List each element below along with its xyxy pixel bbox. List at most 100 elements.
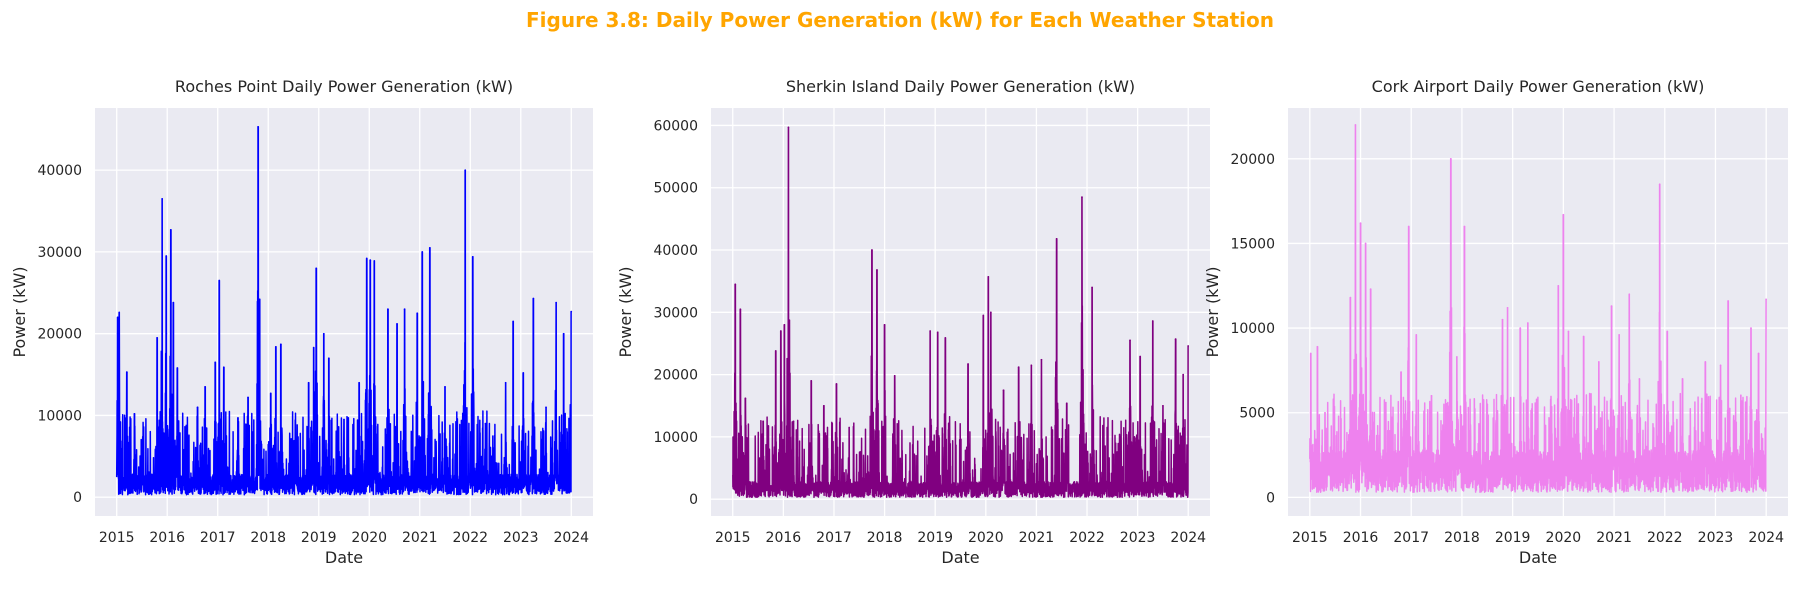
data-point	[929, 330, 931, 332]
data-point	[444, 386, 446, 388]
data-point	[762, 420, 764, 423]
data-point	[176, 367, 179, 369]
data-point	[1562, 213, 1565, 216]
data-point	[739, 308, 742, 310]
y-tick-label: 20000	[1230, 152, 1275, 168]
data-point	[1486, 403, 1489, 406]
x-axis-label: Date	[1519, 548, 1557, 567]
data-point	[1040, 358, 1043, 361]
data-point	[555, 301, 557, 304]
data-point	[161, 197, 163, 200]
data-point	[570, 310, 573, 313]
data-point	[1582, 335, 1585, 338]
data-point	[1463, 225, 1466, 228]
data-point	[1628, 293, 1631, 296]
data-point	[1506, 306, 1509, 309]
data-point	[1349, 296, 1352, 299]
data-point	[464, 169, 467, 171]
data-point	[792, 420, 795, 423]
x-axis-label: Date	[325, 548, 363, 567]
data-point	[1324, 411, 1326, 414]
x-tick-label: 2021	[1019, 530, 1055, 546]
data-point	[1187, 345, 1190, 347]
x-tick-label: 2022	[1069, 530, 1105, 546]
x-tick-label: 2018	[250, 530, 286, 546]
data-point	[1557, 284, 1560, 287]
data-point	[1501, 318, 1504, 321]
data-point	[987, 276, 990, 278]
data-point	[990, 311, 992, 314]
data-point	[522, 372, 525, 374]
data-point	[247, 396, 249, 399]
y-tick-label: 30000	[37, 245, 82, 261]
data-point	[893, 375, 896, 377]
data-point	[1364, 242, 1367, 245]
data-point	[165, 255, 168, 257]
data-point	[169, 229, 172, 231]
data-point	[783, 323, 786, 326]
data-point	[1400, 371, 1402, 373]
data-point	[1030, 364, 1033, 367]
y-tick-label: 10000	[1230, 321, 1275, 337]
data-point	[1106, 426, 1109, 429]
data-point	[1369, 288, 1372, 290]
x-tick-label: 2017	[1393, 530, 1429, 546]
data-point	[258, 298, 261, 301]
x-tick-label: 2023	[1120, 530, 1156, 546]
y-tick-label: 5000	[1239, 406, 1275, 422]
data-point	[774, 350, 777, 352]
data-point	[1610, 305, 1613, 307]
data-point	[876, 269, 878, 271]
x-tick-label: 2020	[968, 530, 1004, 546]
data-point	[429, 247, 431, 249]
chart-title: Cork Airport Daily Power Generation (kW)	[1372, 77, 1705, 96]
data-point	[823, 404, 825, 407]
y-tick-label: 0	[689, 492, 698, 508]
data-point	[1765, 298, 1767, 301]
y-tick-label: 40000	[37, 163, 82, 179]
data-point	[1598, 361, 1600, 363]
data-point	[1704, 361, 1707, 363]
x-tick-label: 2016	[149, 530, 185, 546]
data-point	[1129, 339, 1131, 342]
data-point	[780, 330, 782, 332]
data-point	[1310, 352, 1312, 355]
x-tick-label: 2019	[301, 530, 337, 546]
data-point	[835, 383, 838, 385]
x-tick-label: 2018	[1444, 530, 1480, 546]
data-point	[204, 386, 206, 388]
x-tick-label: 2017	[816, 530, 852, 546]
data-point	[1055, 238, 1058, 240]
data-point	[307, 381, 310, 384]
data-point	[365, 257, 368, 260]
data-point	[387, 308, 389, 310]
data-point	[237, 417, 239, 419]
data-point	[269, 392, 272, 395]
x-tick-label: 2022	[1647, 530, 1683, 546]
y-tick-label: 10000	[37, 408, 82, 424]
data-point	[1316, 345, 1319, 348]
data-point	[545, 406, 547, 409]
data-point	[116, 316, 119, 319]
data-point	[196, 406, 199, 409]
x-tick-label: 2024	[553, 530, 589, 546]
data-point	[1519, 327, 1522, 329]
data-point	[1681, 378, 1684, 380]
y-tick-label: 10000	[653, 430, 698, 446]
y-tick-label: 30000	[653, 305, 698, 321]
data-point	[214, 361, 217, 364]
data-point	[1174, 338, 1177, 340]
data-point	[1719, 364, 1722, 367]
y-tick-label: 0	[1266, 490, 1275, 506]
data-point	[471, 256, 474, 258]
data-point	[396, 323, 398, 325]
data-point	[1162, 404, 1164, 407]
data-point	[257, 126, 259, 128]
y-axis-label: Power (kW)	[1203, 266, 1222, 357]
x-tick-label: 2024	[1748, 530, 1784, 546]
x-tick-label: 2020	[351, 530, 387, 546]
data-point	[1152, 320, 1154, 322]
chart-title: Sherkin Island Daily Power Generation (k…	[786, 77, 1135, 96]
x-axis-label: Date	[941, 548, 979, 567]
